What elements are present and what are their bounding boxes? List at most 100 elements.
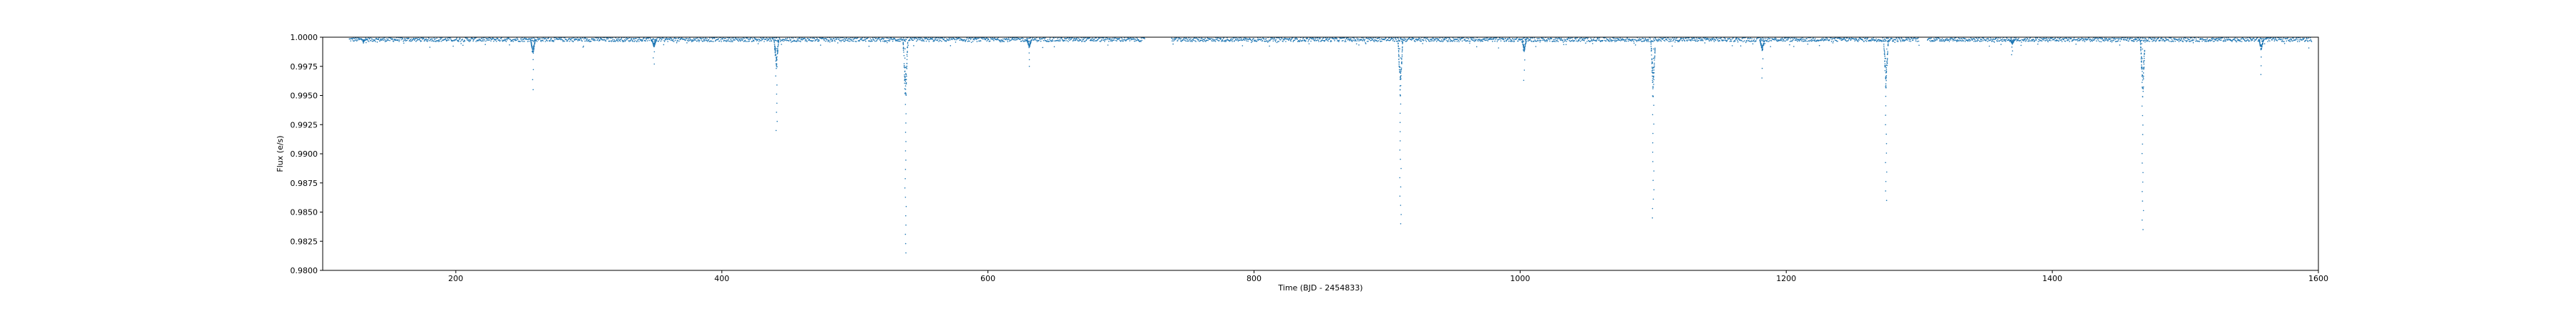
data-point bbox=[1690, 40, 1692, 41]
data-point bbox=[2089, 39, 2090, 41]
data-point bbox=[1083, 39, 1085, 41]
data-point bbox=[2046, 40, 2049, 41]
data-point bbox=[1782, 40, 1784, 42]
data-point bbox=[457, 39, 459, 41]
data-point bbox=[1822, 39, 1824, 41]
data-point bbox=[529, 38, 531, 39]
data-point bbox=[1000, 39, 1001, 41]
data-point bbox=[1521, 40, 1523, 42]
data-point bbox=[1355, 39, 1357, 41]
data-point bbox=[1809, 39, 1811, 41]
data-point bbox=[1322, 38, 1324, 40]
data-point bbox=[1626, 40, 1628, 42]
data-point bbox=[1556, 39, 1557, 41]
data-point bbox=[1418, 38, 1420, 40]
data-point bbox=[1729, 39, 1732, 40]
data-point bbox=[2219, 38, 2221, 40]
data-point bbox=[2137, 37, 2138, 39]
data-point bbox=[881, 39, 882, 40]
data-point bbox=[464, 40, 466, 42]
data-point bbox=[898, 39, 899, 40]
data-point bbox=[1824, 39, 1825, 41]
data-point bbox=[979, 37, 981, 39]
data-point bbox=[1511, 40, 1513, 42]
data-point bbox=[1780, 38, 1782, 40]
data-point bbox=[1377, 41, 1378, 42]
data-point bbox=[2135, 37, 2136, 39]
data-point bbox=[1888, 41, 1889, 43]
data-point bbox=[2190, 37, 2192, 39]
data-point bbox=[1068, 37, 1070, 39]
data-point bbox=[1498, 47, 1500, 49]
data-point bbox=[907, 41, 909, 44]
data-point bbox=[1113, 38, 1116, 39]
data-point bbox=[731, 41, 733, 42]
data-point bbox=[584, 40, 586, 42]
data-point bbox=[1108, 41, 1110, 42]
data-point bbox=[1523, 44, 1524, 46]
data-point bbox=[1015, 37, 1018, 39]
data-point bbox=[1401, 48, 1403, 50]
data-point bbox=[2010, 40, 2011, 41]
data-point bbox=[1492, 39, 1494, 40]
data-point bbox=[1617, 39, 1619, 41]
data-point bbox=[814, 38, 816, 39]
data-point bbox=[2206, 39, 2207, 41]
data-point bbox=[985, 38, 987, 40]
data-point bbox=[1225, 40, 1227, 41]
data-point bbox=[909, 39, 911, 41]
data-point bbox=[1278, 41, 1279, 42]
data-point bbox=[1239, 37, 1240, 39]
data-point bbox=[1174, 37, 1176, 39]
data-point bbox=[1123, 37, 1126, 39]
data-point bbox=[997, 37, 998, 39]
data-point bbox=[746, 37, 748, 39]
data-point bbox=[577, 40, 579, 41]
data-point bbox=[775, 49, 776, 52]
data-point bbox=[1579, 39, 1580, 41]
data-point bbox=[1216, 39, 1218, 40]
data-point bbox=[1611, 41, 1613, 42]
data-point bbox=[620, 38, 623, 40]
data-point bbox=[776, 66, 778, 68]
data-point bbox=[1400, 75, 1402, 77]
data-point bbox=[1413, 38, 1415, 39]
data-point bbox=[540, 41, 542, 42]
data-point bbox=[1042, 46, 1043, 49]
data-point bbox=[670, 37, 672, 39]
data-point bbox=[532, 79, 534, 81]
data-point bbox=[1056, 40, 1058, 41]
data-point bbox=[2085, 39, 2087, 41]
data-point bbox=[2298, 41, 2301, 42]
data-point bbox=[2025, 40, 2026, 42]
data-point bbox=[1078, 39, 1080, 40]
data-point bbox=[1135, 40, 1137, 42]
data-point bbox=[904, 48, 906, 50]
data-point bbox=[2001, 40, 2003, 42]
data-point bbox=[1569, 40, 1571, 42]
data-point bbox=[1933, 40, 1936, 42]
data-point bbox=[2127, 37, 2128, 39]
data-point bbox=[773, 39, 774, 41]
data-point bbox=[1429, 40, 1430, 42]
data-point bbox=[597, 39, 598, 41]
data-point bbox=[615, 40, 617, 41]
data-point bbox=[1762, 58, 1764, 59]
data-point bbox=[1511, 39, 1513, 41]
data-point bbox=[1013, 39, 1014, 41]
data-point bbox=[1118, 39, 1120, 40]
data-point bbox=[2132, 40, 2135, 42]
data-point bbox=[1546, 41, 1548, 42]
data-point bbox=[1676, 37, 1678, 39]
data-point bbox=[536, 41, 538, 42]
data-point bbox=[882, 37, 884, 39]
data-point bbox=[1440, 40, 1443, 42]
data-point bbox=[1705, 37, 1707, 39]
data-point bbox=[1996, 40, 1999, 42]
data-point bbox=[1438, 39, 1440, 40]
data-point bbox=[904, 196, 907, 198]
data-point bbox=[623, 39, 625, 41]
data-point bbox=[664, 38, 666, 40]
data-point bbox=[791, 40, 794, 42]
data-point bbox=[1653, 170, 1655, 172]
